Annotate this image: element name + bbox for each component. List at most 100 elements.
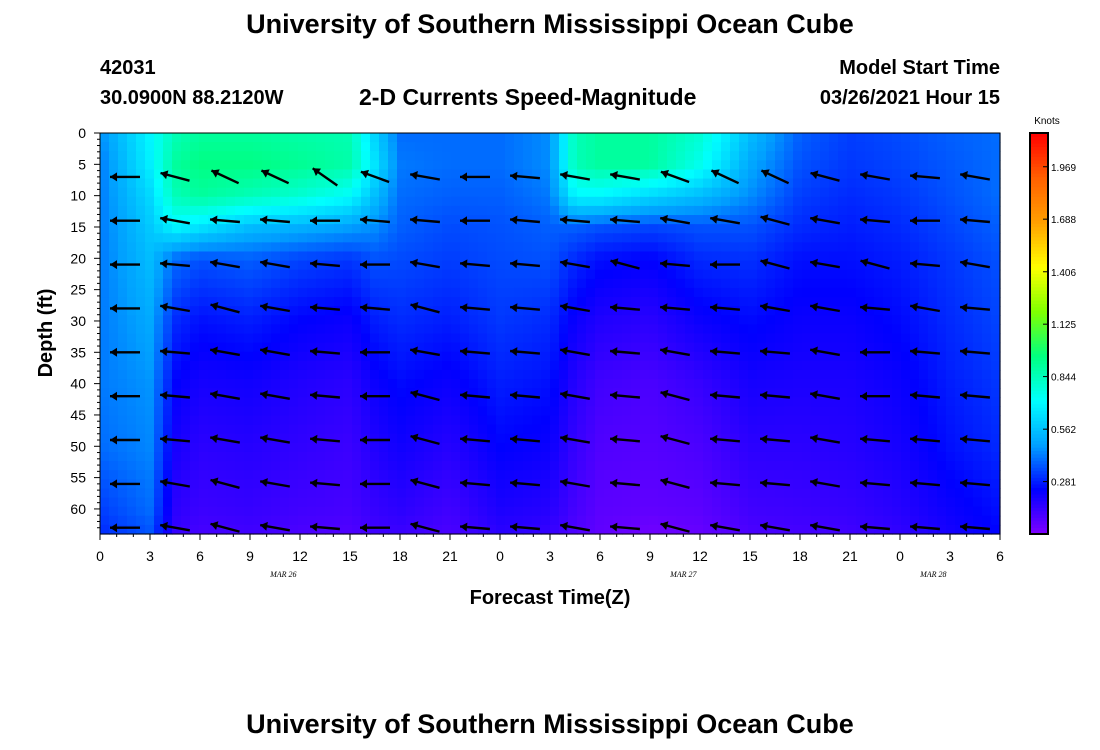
heatmap-cell (883, 151, 893, 161)
heatmap-cell (577, 251, 587, 262)
heatmap-cell (685, 160, 695, 171)
heatmap-cell (262, 442, 272, 453)
heatmap-cell (532, 196, 542, 207)
heatmap-cell (226, 369, 236, 380)
heatmap-cell (280, 470, 290, 480)
heatmap-cell (109, 178, 119, 189)
heatmap-cell (865, 297, 875, 307)
heatmap-cell (451, 315, 461, 325)
heatmap-cell (496, 269, 506, 280)
heatmap-cell (721, 388, 731, 398)
heatmap-cell (649, 215, 659, 225)
heatmap-cell (883, 424, 893, 435)
heatmap-cell (874, 406, 884, 417)
heatmap-cell (964, 142, 974, 152)
heatmap-cell (343, 479, 353, 490)
heatmap-cell (658, 233, 668, 243)
heatmap-cell (415, 287, 425, 298)
heatmap-cell (325, 278, 335, 289)
heatmap-cell (541, 233, 551, 243)
heatmap-cell (865, 379, 875, 389)
heatmap-cell (505, 205, 515, 216)
heatmap-cell (676, 151, 686, 161)
heatmap-cell (316, 524, 326, 535)
current-vector-arrow (110, 523, 140, 533)
arrow-head (910, 171, 918, 181)
heatmap-cell (523, 497, 533, 508)
heatmap-cell (280, 515, 290, 526)
heatmap-cell (163, 133, 173, 143)
arrow-head (910, 434, 918, 444)
heatmap-cell (379, 342, 389, 353)
heatmap-cell (280, 196, 290, 207)
current-vector-arrow (309, 478, 341, 488)
heatmap-cell (766, 424, 776, 435)
heatmap-cell (820, 160, 830, 171)
heatmap-cell (982, 187, 992, 198)
heatmap-cell (937, 205, 947, 216)
heatmap-cell (640, 360, 650, 371)
heatmap-cell (667, 333, 677, 344)
heatmap-cell (730, 415, 740, 426)
heatmap-cell (523, 324, 533, 335)
heatmap-cell (280, 215, 290, 225)
heatmap-cell (271, 360, 281, 371)
heatmap-cell (550, 260, 560, 271)
heatmap-cell (307, 470, 317, 480)
current-vector-arrow (909, 259, 941, 269)
heatmap-cell (982, 342, 992, 353)
heatmap-cell (559, 251, 569, 262)
heatmap-cell (856, 324, 866, 335)
heatmap-cell (514, 342, 524, 353)
heatmap-cell (154, 242, 164, 253)
heatmap-cell (397, 461, 407, 471)
heatmap-cell (595, 488, 605, 499)
heatmap-cell (541, 269, 551, 280)
heatmap-cell (244, 479, 254, 490)
heatmap-cell (172, 233, 182, 243)
heatmap-cell (937, 169, 947, 180)
heatmap-cell (397, 251, 407, 262)
heatmap-cell (532, 451, 542, 462)
heatmap-cell (595, 415, 605, 426)
heatmap-cell (235, 506, 245, 517)
heatmap-cell (433, 360, 443, 371)
heatmap-cell (856, 424, 866, 435)
heatmap-cell (919, 324, 929, 335)
current-vector-arrow (459, 522, 491, 532)
heatmap-cell (478, 315, 488, 325)
heatmap-cell (424, 342, 434, 353)
heatmap-cell (631, 488, 641, 499)
heatmap-cell (136, 196, 146, 207)
heatmap-cell (613, 515, 623, 526)
heatmap-cell (676, 342, 686, 353)
heatmap-cell (865, 442, 875, 453)
x-tick-label: 9 (246, 548, 254, 564)
heatmap-cell (964, 360, 974, 371)
heatmap-cell (946, 196, 956, 207)
heatmap-cell (343, 160, 353, 171)
heatmap-cell (748, 287, 758, 298)
heatmap-cell (118, 415, 128, 426)
heatmap-cell (577, 196, 587, 207)
heatmap-cell (442, 470, 452, 480)
heatmap-cell (820, 169, 830, 180)
heatmap-cell (550, 205, 560, 216)
heatmap-cell (865, 287, 875, 298)
heatmap-cell (541, 133, 551, 143)
heatmap-cell (559, 269, 569, 280)
current-vector-arrow (660, 521, 690, 533)
heatmap-cell (730, 297, 740, 307)
heatmap-cell (874, 342, 884, 353)
heatmap-cell (838, 333, 848, 344)
arrow-head (110, 303, 117, 313)
heatmap-cell (622, 497, 632, 508)
heatmap-cell (190, 233, 200, 243)
heatmap-cell (217, 269, 227, 280)
heatmap-cell (442, 297, 452, 307)
heatmap-cell (820, 397, 830, 408)
heatmap-cell (874, 333, 884, 344)
heatmap-cell (550, 388, 560, 398)
heatmap-cell (703, 306, 713, 316)
heatmap-cell (190, 524, 200, 535)
